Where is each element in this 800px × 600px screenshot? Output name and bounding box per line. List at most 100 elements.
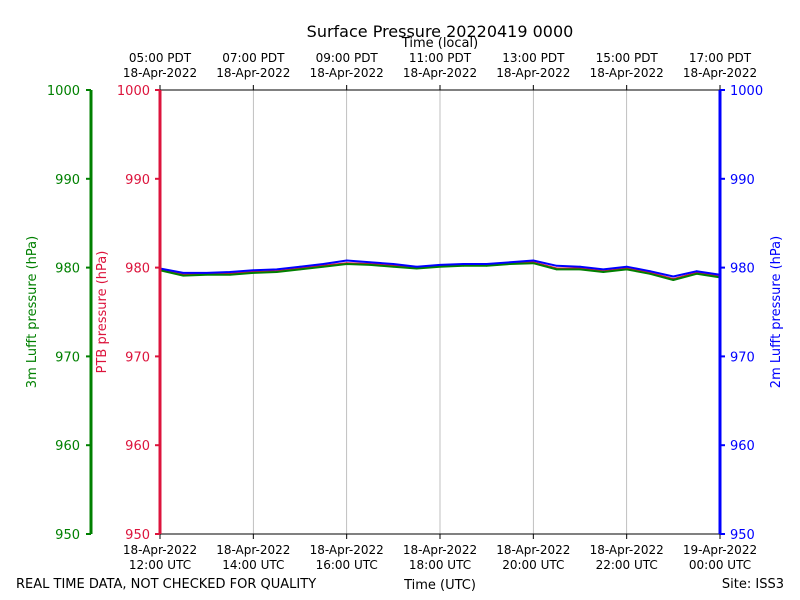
ptb-tick-label: 980 <box>125 262 150 277</box>
y-axes: 950 960 970 980 990 1000 3m Lufft pressure (hP… <box>25 84 784 543</box>
lufft2m-tick-label: 960 <box>730 439 755 454</box>
data-point <box>229 273 231 276</box>
x-tick-time: 00:00 UTC <box>689 558 751 572</box>
data-point <box>555 264 558 267</box>
series-layer <box>159 259 721 281</box>
x-tick-time: 18:00 UTC <box>409 558 471 572</box>
footer-disclaimer: REAL TIME DATA, NOT CHECKED FOR QUALITY <box>16 577 316 592</box>
data-point <box>229 271 231 273</box>
x-tick-date: 18-Apr-2022 <box>216 543 290 557</box>
x-tick-date: 18-Apr-2022 <box>403 543 477 557</box>
x-tick-time: 12:00 UTC <box>129 558 191 572</box>
data-point <box>485 263 488 265</box>
x-axis-label: Time (UTC) <box>403 578 476 593</box>
data-point <box>649 270 651 273</box>
data-point <box>579 268 581 271</box>
x-tick-date: 18-Apr-2022 <box>590 543 664 557</box>
data-point <box>672 275 675 278</box>
data-point <box>532 259 535 262</box>
top-x-tick-time: 09:00 PDT <box>316 51 379 65</box>
data-point <box>322 265 325 268</box>
data-point <box>602 271 605 273</box>
lufft3m-tick-label: 990 <box>55 173 80 188</box>
data-point <box>485 264 488 267</box>
top-x-axis-label: Time (local) <box>401 36 478 51</box>
data-point <box>415 265 418 268</box>
lufft2m-tick-label: 990 <box>730 173 755 188</box>
data-point <box>299 268 301 271</box>
top-x-tick-date: 18-Apr-2022 <box>683 66 757 80</box>
ptb-tick-label: 960 <box>125 439 150 454</box>
x-tick-time: 16:00 UTC <box>316 558 378 572</box>
top-x-tick-date: 18-Apr-2022 <box>403 66 477 80</box>
top-x-tick-date: 18-Apr-2022 <box>496 66 570 80</box>
x-tick-time: 20:00 UTC <box>502 558 564 572</box>
data-point <box>275 268 278 271</box>
data-point <box>509 261 511 264</box>
top-x-tick-time: 13:00 PDT <box>502 51 565 65</box>
data-point <box>369 264 371 266</box>
data-point <box>415 267 418 270</box>
top-x-tick-date: 18-Apr-2022 <box>216 66 290 80</box>
data-point <box>649 272 651 275</box>
footer-site: Site: ISS3 <box>722 577 784 592</box>
data-point <box>462 263 465 265</box>
data-point <box>439 264 441 266</box>
lufft3m-axis-title: 3m Lufft pressure (hPa) <box>25 236 40 388</box>
data-point <box>369 261 371 264</box>
top-x-tick-time: 11:00 PDT <box>409 51 472 65</box>
data-point <box>252 269 255 272</box>
data-point <box>462 264 465 267</box>
chart-title: Surface Pressure 20220419 0000 <box>307 22 574 41</box>
top-x-tick-time: 17:00 PDT <box>689 51 752 65</box>
data-point <box>392 263 395 265</box>
data-point <box>182 272 185 274</box>
data-point <box>345 263 348 265</box>
data-point <box>625 265 628 268</box>
lufft3m-tick-label: 980 <box>55 262 80 277</box>
ptb-tick-label: 1000 <box>117 84 150 99</box>
ptb-tick-label: 970 <box>125 350 150 365</box>
top-x-tick-time: 15:00 PDT <box>596 51 659 65</box>
data-point <box>275 271 278 273</box>
data-point <box>602 268 605 271</box>
data-point <box>322 263 325 265</box>
top-x-tick-date: 18-Apr-2022 <box>123 66 197 80</box>
lufft3m-tick-label: 960 <box>55 439 80 454</box>
data-point <box>205 272 208 274</box>
x-tick-time: 22:00 UTC <box>596 558 658 572</box>
x-tick-time: 14:00 UTC <box>222 558 284 572</box>
data-point <box>182 274 185 277</box>
lufft2m-axis-title: 2m Lufft pressure (hPa) <box>769 236 784 388</box>
lufft2m-tick-label: 980 <box>730 262 755 277</box>
ptb-tick-label: 950 <box>125 528 150 543</box>
top-x-tick-time: 07:00 PDT <box>222 51 285 65</box>
lufft2m-tick-label: 950 <box>730 528 755 543</box>
grid-lines <box>252 90 628 534</box>
lufft3m-tick-label: 950 <box>55 528 80 543</box>
data-point <box>509 263 511 265</box>
x-tick-date: 18-Apr-2022 <box>310 543 384 557</box>
ptb-tick-label: 990 <box>125 173 150 188</box>
data-point <box>555 268 558 271</box>
data-point <box>252 272 255 274</box>
data-point <box>625 268 628 271</box>
ptb-axis-title: PTB pressure (hPa) <box>95 251 110 374</box>
lufft2m-tick-label: 1000 <box>730 84 763 99</box>
data-point <box>205 273 208 276</box>
data-point <box>579 265 581 268</box>
data-point <box>392 265 395 268</box>
data-point <box>299 265 301 268</box>
data-point <box>345 259 348 262</box>
top-x-tick-date: 18-Apr-2022 <box>590 66 664 80</box>
data-point <box>695 272 698 275</box>
data-point <box>695 270 698 273</box>
data-point <box>532 262 535 265</box>
lufft3m-tick-label: 970 <box>55 350 80 365</box>
top-x-tick-time: 05:00 PDT <box>129 51 192 65</box>
x-tick-date: 18-Apr-2022 <box>123 543 197 557</box>
lufft2m-tick-label: 970 <box>730 350 755 365</box>
data-point <box>672 279 675 281</box>
